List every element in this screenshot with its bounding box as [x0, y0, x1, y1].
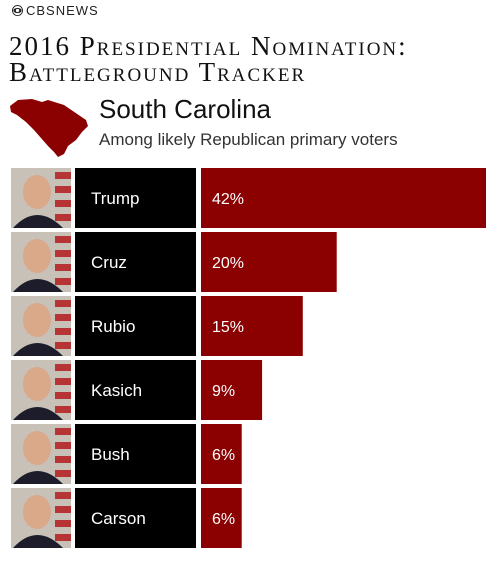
bar-value-label: 9% — [212, 383, 235, 400]
flag-stripe — [55, 442, 71, 449]
candidate-face — [23, 495, 51, 529]
flag-stripe — [55, 492, 71, 499]
cbs-eye-icon — [12, 5, 23, 16]
bar-value-label: 15% — [212, 319, 244, 336]
flag-stripe — [55, 506, 71, 513]
flag-stripe — [55, 534, 71, 541]
flag-stripe — [55, 236, 71, 243]
candidate-suit — [13, 471, 63, 484]
flag-stripe — [55, 342, 71, 349]
cbs-news-logo: CBSNEWS — [12, 3, 99, 18]
south-carolina-map-icon — [10, 99, 88, 157]
flag-stripe — [55, 406, 71, 413]
flag-stripe — [55, 314, 71, 321]
bar — [201, 168, 486, 228]
candidate-face — [23, 175, 51, 209]
candidate-suit — [13, 407, 63, 420]
bar — [201, 488, 242, 548]
bar — [201, 360, 263, 420]
candidate-label-box — [75, 360, 196, 420]
flag-stripe — [55, 428, 71, 435]
bar-value-label: 20% — [212, 255, 244, 272]
candidate-suit — [13, 279, 63, 292]
candidate-name: Bush — [91, 445, 130, 464]
flag-stripe — [55, 328, 71, 335]
candidate-suit — [13, 215, 63, 228]
chart-subtitle: Among likely Republican primary voters — [99, 130, 398, 149]
candidate-name: Rubio — [91, 317, 135, 336]
candidate-suit — [13, 535, 63, 548]
candidate-face — [23, 367, 51, 401]
flag-stripe — [55, 470, 71, 477]
flag-stripe — [55, 214, 71, 221]
candidate-face — [23, 303, 51, 337]
candidate-name: Kasich — [91, 381, 142, 400]
flag-stripe — [55, 186, 71, 193]
flag-stripe — [55, 172, 71, 179]
flag-stripe — [55, 250, 71, 257]
bar-value-label: 6% — [212, 511, 235, 528]
candidate-name: Cruz — [91, 253, 127, 272]
title-line-1: 2016 Presidential Nomination: — [9, 31, 408, 61]
flag-stripe — [55, 392, 71, 399]
flag-stripe — [55, 378, 71, 385]
title-line-2: Battleground Tracker — [9, 57, 307, 87]
flag-stripe — [55, 300, 71, 307]
bar-value-label: 42% — [212, 191, 244, 208]
flag-stripe — [55, 456, 71, 463]
candidate-label-box — [75, 232, 196, 292]
bar-value-label: 6% — [212, 447, 235, 464]
brand-name: CBSNEWS — [26, 3, 99, 18]
candidate-label-box — [75, 168, 196, 228]
candidate-name: Carson — [91, 509, 146, 528]
candidate-label-box — [75, 424, 196, 484]
bar — [201, 232, 337, 292]
bar — [201, 296, 303, 356]
flag-stripe — [55, 520, 71, 527]
candidate-label-box — [75, 488, 196, 548]
flag-stripe — [55, 264, 71, 271]
bar — [201, 424, 242, 484]
candidate-face — [23, 239, 51, 273]
flag-stripe — [55, 278, 71, 285]
candidate-suit — [13, 343, 63, 356]
candidate-name: Trump — [91, 189, 140, 208]
flag-stripe — [55, 364, 71, 371]
state-name: South Carolina — [99, 94, 271, 124]
chart-title: 2016 Presidential Nomination: Battlegrou… — [9, 31, 408, 87]
flag-stripe — [55, 200, 71, 207]
candidate-label-box — [75, 296, 196, 356]
candidate-face — [23, 431, 51, 465]
